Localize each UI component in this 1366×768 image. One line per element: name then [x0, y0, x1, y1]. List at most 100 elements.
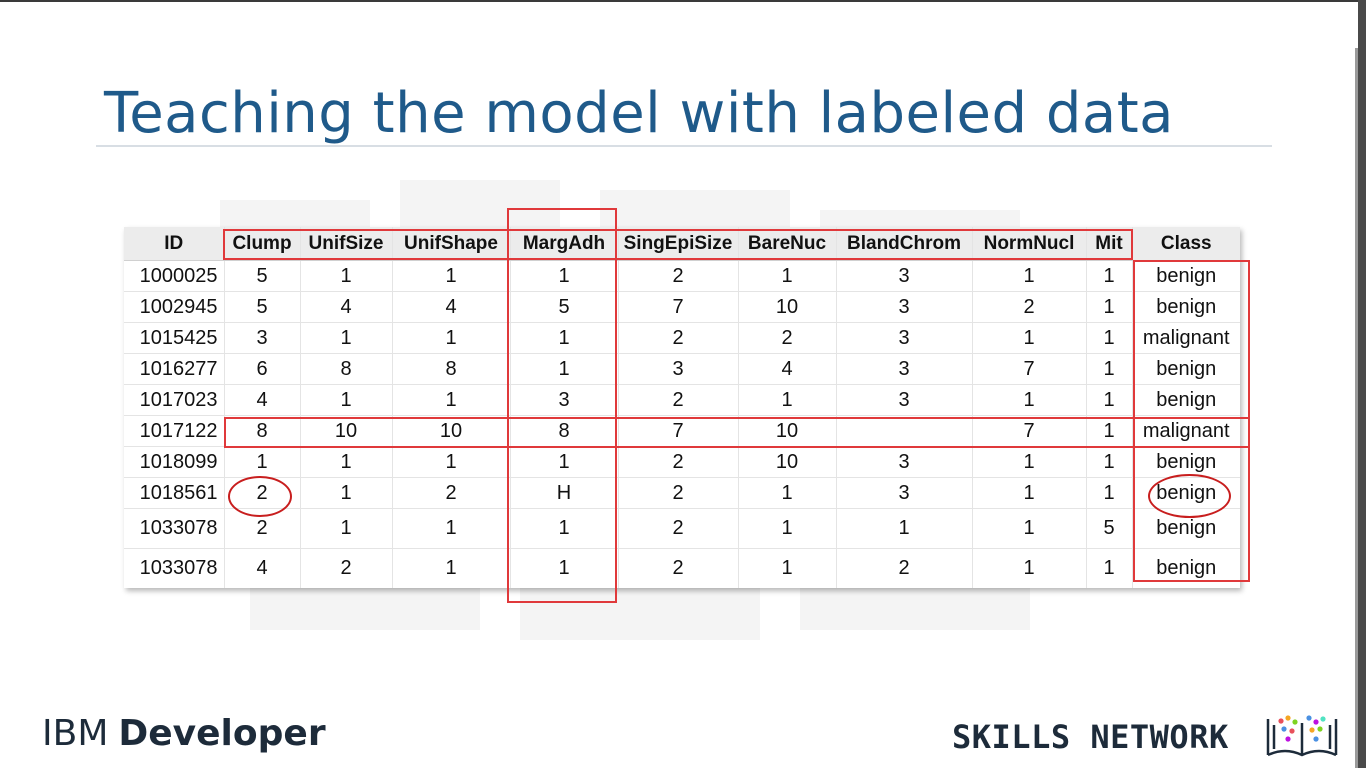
column-header-singepisize: SingEpiSize: [618, 227, 739, 261]
table-row: 1002945 5 4 4 5 7 10 3 2 1 benign: [124, 291, 1240, 323]
cell-unifsize: 1: [300, 322, 393, 354]
table-row: 1017023 4 1 1 3 2 1 3 1 1 benign: [124, 384, 1240, 416]
cell-normnucl: 1: [972, 384, 1087, 416]
cell-normnucl: 1: [972, 322, 1087, 354]
data-table: ID Clump UnifSize UnifShape MargAdh SingEpiSi…: [124, 227, 1240, 588]
margadh-column-highlight-box: [507, 208, 617, 603]
cell-class: benign: [1132, 446, 1240, 478]
cell-blandchrom: 3: [836, 446, 973, 478]
cell-id: 1033078: [124, 548, 225, 588]
cell-unifshape: 1: [392, 260, 511, 292]
cell-unifsize: 1: [300, 384, 393, 416]
cell-class: malignant: [1132, 322, 1240, 354]
cell-id: 1000025: [124, 260, 225, 292]
cell-class: malignant: [1132, 415, 1240, 447]
cell-barenuc: 1: [738, 477, 837, 509]
cell-singepisize: 3: [618, 353, 739, 385]
cell-class: benign: [1132, 384, 1240, 416]
cell-normnucl: 1: [972, 260, 1087, 292]
cell-margadh: 1: [510, 260, 619, 292]
title-divider: [96, 145, 1272, 147]
cell-unifshape: 4: [392, 291, 511, 323]
cell-blandchrom: 3: [836, 260, 973, 292]
cell-clump: 5: [224, 260, 301, 292]
cell-class: benign: [1132, 260, 1240, 292]
cell-id: 1017122: [124, 415, 225, 447]
cell-unifshape: 1: [392, 322, 511, 354]
column-header-blandchrom: BlandChrom: [836, 227, 973, 261]
cell-margadh: 1: [510, 548, 619, 588]
cell-singepisize: 2: [618, 446, 739, 478]
cell-barenuc: 10: [738, 291, 837, 323]
cell-normnucl: 1: [972, 508, 1087, 549]
cell-margadh: H: [510, 477, 619, 509]
cell-singepisize: 7: [618, 291, 739, 323]
cell-singepisize: 2: [618, 477, 739, 509]
cell-unifshape: 1: [392, 548, 511, 588]
cell-blandchrom: 2: [836, 548, 973, 588]
cell-clump: 4: [224, 548, 301, 588]
column-header-barenuc: BareNuc: [738, 227, 837, 261]
cell-normnucl: 7: [972, 353, 1087, 385]
cell-class: benign: [1156, 557, 1217, 579]
cell-id: 1017023: [124, 384, 225, 416]
cell-clump: 4: [224, 384, 301, 416]
cell-singepisize: 2: [618, 322, 739, 354]
table-row: 1018099 1 1 1 1 2 10 3 1 1 benign: [124, 446, 1240, 478]
cell-id: 1033078: [124, 508, 225, 549]
clump-value-circle: [228, 476, 292, 517]
ibm-developer-logo: IBM Developer: [42, 713, 326, 754]
cell-barenuc: 1: [738, 548, 837, 588]
cell-unifsize: 10: [300, 415, 393, 447]
cell-blandchrom: 3: [836, 353, 973, 385]
column-header-clump: Clump: [224, 227, 301, 261]
cell-singepisize: 2: [618, 508, 739, 549]
cell-unifsize: 1: [300, 446, 393, 478]
cell-mit: 1: [1086, 548, 1133, 588]
cell-mit: 5: [1086, 508, 1133, 549]
table-row: 1000025 5 1 1 1 2 1 3 1 1 benign: [124, 260, 1240, 292]
window-right-shadow: [1355, 48, 1358, 768]
cell-mit: 1: [1086, 260, 1133, 292]
column-header-class: Class: [1132, 227, 1240, 261]
cell-barenuc: 1: [738, 508, 837, 549]
cell-unifshape: 8: [392, 353, 511, 385]
window-top-edge: [0, 0, 1366, 2]
cell-barenuc: 4: [738, 353, 837, 385]
cell-singepisize: 2: [618, 548, 739, 588]
column-header-normnucl: NormNucl: [972, 227, 1087, 261]
cell-unifshape: 2: [392, 477, 511, 509]
table-header-row: ID Clump UnifSize UnifShape MargAdh SingEpiSi…: [124, 227, 1240, 261]
cell-unifsize: 8: [300, 353, 393, 385]
open-book-dots-icon: [1266, 715, 1338, 757]
cell-clump: 3: [224, 322, 301, 354]
column-header-id: ID: [124, 227, 225, 261]
cell-unifsize: 2: [300, 548, 393, 588]
cell-normnucl: 1: [972, 548, 1087, 588]
cell-mit: 1: [1086, 477, 1133, 509]
cell-class: benign: [1132, 353, 1240, 385]
class-value-circle: [1148, 474, 1231, 518]
window-right-edge: [1358, 0, 1366, 768]
cell-unifshape: 1: [392, 384, 511, 416]
cell-unifshape: 1: [392, 446, 511, 478]
column-header-mit: Mit: [1086, 227, 1133, 261]
cell-mit: 1: [1086, 291, 1133, 323]
cell-id: 1018099: [124, 446, 225, 478]
cell-clump: 6: [224, 353, 301, 385]
cell-unifsize: 1: [300, 477, 393, 509]
cell-margadh: 1: [510, 508, 619, 549]
table-row: 1016277 6 8 8 1 3 4 3 7 1 benign: [124, 353, 1240, 385]
cell-blandchrom: 3: [836, 477, 973, 509]
cell-clump: 1: [224, 446, 301, 478]
cell-blandchrom: 1: [836, 508, 973, 549]
skills-network-wordmark: SKILLS NETWORK: [952, 718, 1229, 756]
cell-unifsize: 4: [300, 291, 393, 323]
cell-id: 1016277: [124, 353, 225, 385]
cell-mit: 1: [1086, 446, 1133, 478]
cell-blandchrom: 3: [836, 291, 973, 323]
cell-blandchrom: 3: [836, 322, 973, 354]
cell-margadh: 1: [510, 353, 619, 385]
cell-mit: 1: [1086, 353, 1133, 385]
cell-unifsize: 1: [300, 508, 393, 549]
